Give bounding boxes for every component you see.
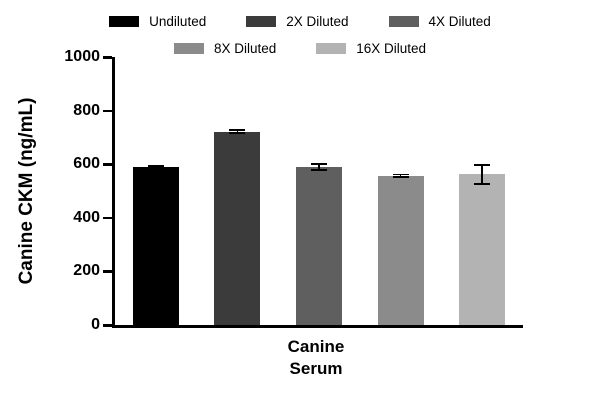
legend-item-8x-diluted: 8X Diluted — [173, 41, 277, 56]
legend-label: 4X Diluted — [428, 14, 491, 29]
error-bar-cap-top — [392, 173, 409, 176]
y-axis-tick-label: 200 — [73, 262, 100, 280]
legend-color-swatch-icon — [388, 16, 419, 27]
error-bar-cap-bottom — [474, 182, 491, 185]
bar-undiluted — [132, 166, 179, 325]
error-bar-line — [318, 162, 320, 171]
error-bar-cap-bottom — [392, 176, 409, 178]
error-bar-line — [236, 128, 239, 135]
legend-label: 8X Diluted — [213, 41, 277, 56]
error-bar-cap-top — [229, 128, 246, 131]
y-axis-tick-mark — [103, 270, 112, 273]
x-axis-title-line-1: Canine — [287, 337, 345, 356]
y-axis-title: Canine CKM (ng/mL) — [16, 97, 37, 285]
error-bar-cap-top — [474, 164, 491, 166]
bar-4x-diluted — [296, 166, 342, 325]
legend-color-swatch-icon — [109, 16, 140, 27]
legend-color-swatch-icon — [316, 43, 347, 54]
y-axis-tick-label: 800 — [73, 101, 100, 119]
error-bar-cap-top — [147, 164, 164, 167]
error-bar-cap-bottom — [147, 167, 164, 170]
legend-label: 2X Diluted — [286, 14, 349, 29]
y-axis-tick-label: 600 — [73, 155, 100, 173]
y-axis-tick-label: 400 — [73, 208, 100, 226]
error-bar-cap-bottom — [311, 169, 327, 171]
error-bar-cap-top — [311, 162, 327, 165]
legend-label: Undiluted — [149, 14, 207, 29]
legend-item-undiluted: Undiluted — [109, 14, 206, 29]
legend-row-2: 8X Diluted 16X Diluted — [173, 41, 426, 56]
error-bar-cap-bottom — [229, 132, 246, 135]
error-bar-line — [155, 164, 157, 170]
bar-16x-diluted — [459, 174, 506, 325]
legend-color-swatch-icon — [173, 43, 204, 54]
legend: Undiluted 2X Diluted 4X Diluted 8X Diluted 1… — [0, 14, 600, 56]
y-axis-tick-mark — [103, 163, 112, 166]
legend-row-1: Undiluted 2X Diluted 4X Diluted — [109, 14, 491, 29]
y-axis-tick-label: 0 — [91, 316, 100, 333]
y-axis-tick-mark — [103, 216, 112, 220]
x-axis-title: Canine Serum — [112, 336, 520, 380]
y-axis-tick-label: 1000 — [64, 48, 100, 65]
error-bar-line — [481, 164, 483, 185]
legend-label: 16X Diluted — [356, 41, 427, 56]
legend-item-2x-diluted: 2X Diluted — [246, 14, 349, 29]
y-axis-tick-mark — [103, 324, 112, 327]
plot-area — [112, 57, 523, 328]
legend-color-swatch-icon — [246, 16, 277, 27]
error-bar-line — [399, 173, 402, 178]
y-axis-tick-mark — [103, 109, 112, 113]
x-axis-title-line-2: Serum — [289, 359, 343, 378]
bar-8x-diluted — [377, 175, 424, 325]
y-axis-tick-mark — [103, 56, 112, 59]
bar-2x-diluted — [214, 131, 261, 325]
legend-item-4x-diluted: 4X Diluted — [388, 14, 491, 29]
legend-item-16x-diluted: 16X Diluted — [316, 41, 426, 56]
